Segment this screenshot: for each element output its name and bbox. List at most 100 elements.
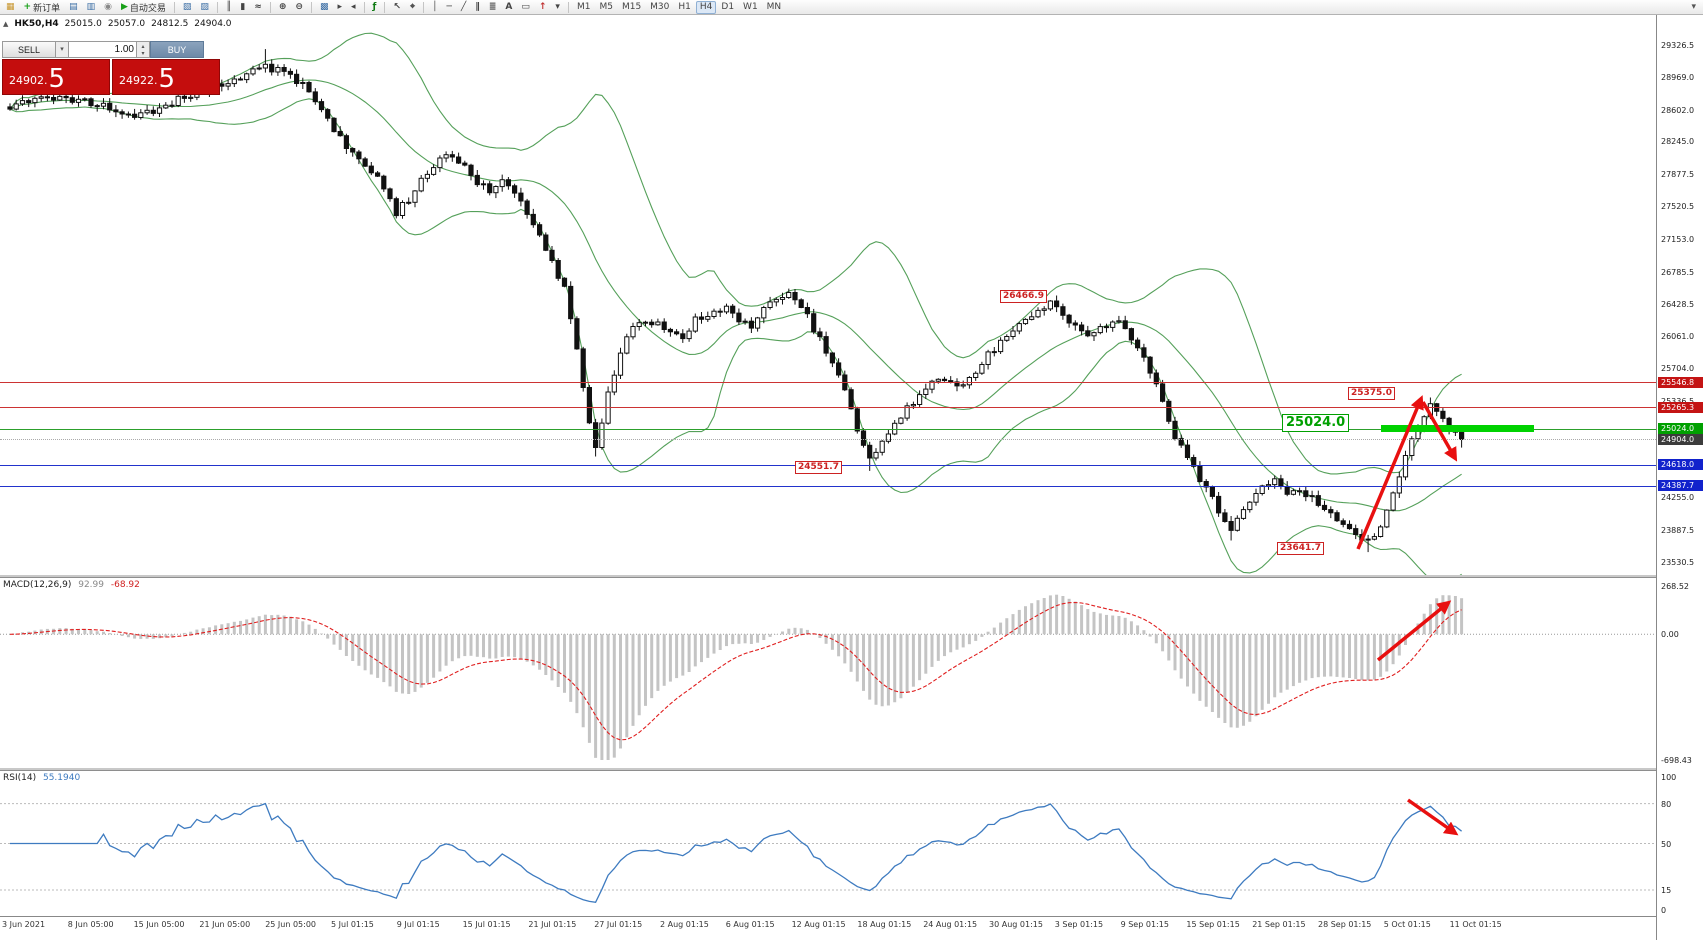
candle-body (75, 98, 82, 103)
timeframe-h4-button[interactable]: H4 (695, 0, 717, 14)
candle-body (736, 312, 742, 323)
price-callout-label[interactable]: 23641.7 (1277, 542, 1324, 556)
buy-button[interactable]: BUY (150, 41, 204, 58)
candle-body (512, 185, 518, 194)
equidistant-channel-icon[interactable]: ∥ (471, 1, 484, 14)
macd-name: MACD(12,26,9) (3, 580, 72, 590)
auto-scroll-icon[interactable]: ▸ (333, 1, 346, 14)
pane-separator[interactable] (0, 575, 1703, 578)
indicators-icon[interactable]: ƒ (369, 1, 381, 14)
text-label-icon[interactable]: ▭ (517, 1, 534, 14)
timeframe-h1-button[interactable]: H1 (674, 1, 695, 14)
timeframe-w1-button[interactable]: W1 (739, 1, 762, 14)
candle-body (362, 158, 368, 167)
layouts-icon[interactable]: ▧ (179, 1, 196, 14)
volume-dropdown-icon[interactable]: ▾ (56, 41, 69, 58)
price-callout-label[interactable]: 24551.7 (795, 460, 842, 474)
resistance-line-25546[interactable] (0, 382, 1656, 384)
autotrading-button[interactable]: ▶ 自动交易 (117, 1, 170, 14)
pane-separator[interactable] (0, 768, 1703, 771)
price-callout-label[interactable]: 26466.9 (1000, 290, 1047, 304)
main-chart-pane[interactable]: 26466.9 25375.0 25024.0 24551.7 23641.7 ▲ HK… (0, 15, 1656, 575)
toolbar-overflow-icon[interactable]: ▾ (1687, 1, 1700, 14)
pivot-line-25024[interactable] (0, 428, 1656, 430)
arrow-objects-icon[interactable]: ↑ (535, 1, 551, 14)
auto-scroll-icon-glyph: ▸ (337, 1, 342, 12)
bar-chart-type-icon[interactable]: ║ (222, 1, 235, 14)
pivot-line-25024-badge: 25024.0 (1658, 423, 1703, 435)
candle-chart-type-icon[interactable]: ▮ (236, 1, 249, 14)
profiles-icon[interactable]: ▨ (196, 1, 213, 14)
time-axis[interactable]: 3 Jun 2021 8 Jun 05:00 15 Jun 05:00 21 Jun … (0, 916, 1656, 940)
candle-body (499, 179, 505, 188)
candle-body (923, 388, 929, 396)
candle-body (1234, 517, 1240, 531)
rsi-indicator-pane[interactable]: RSI(14) 55.1940 (0, 771, 1656, 916)
candle-body (449, 154, 455, 158)
new-order-button[interactable]: + 新订单 (20, 1, 65, 14)
volume-input[interactable] (69, 41, 137, 58)
candle-body (555, 260, 561, 279)
zoom-out-icon-glyph: ⊖ (295, 1, 303, 12)
resistance-line-25265[interactable] (0, 407, 1656, 409)
zoom-out-icon[interactable]: ⊖ (291, 1, 307, 14)
volume-spinner[interactable]: ▴ ▾ (137, 41, 150, 58)
macd-axis-label: 0.00 (1661, 630, 1679, 640)
price-axis[interactable]: 25546.8 25265.3 25024.0 24904.0 24618.0 24387… (1656, 15, 1703, 940)
chart-window-icon[interactable]: ▤ (65, 1, 82, 14)
candle-body (611, 374, 617, 393)
chart-shift-icon[interactable]: ◂ (347, 1, 360, 14)
candle-body (867, 444, 873, 459)
buy-price-panel[interactable]: 24922. 5 (112, 59, 220, 95)
macd-indicator-pane[interactable]: MACD(12,26,9) 92.99 -68.92 (0, 578, 1656, 768)
candle-body (412, 190, 418, 203)
vertical-line-icon[interactable]: │ (428, 1, 441, 14)
timeframe-d1-button[interactable]: D1 (717, 1, 738, 14)
line-chart-type-icon[interactable]: ≈ (250, 1, 266, 14)
candle-body (94, 105, 100, 108)
price-callout-label[interactable]: 25375.0 (1348, 387, 1395, 401)
candle-body (250, 68, 256, 75)
crosshair-icon[interactable]: ⌖ (406, 1, 419, 14)
timeframe-m1-button[interactable]: M1 (573, 1, 595, 14)
candle-body (636, 322, 642, 328)
candle-body (674, 331, 680, 335)
new-chart-icon[interactable]: ▦ (2, 1, 19, 14)
zoom-in-icon[interactable]: ⊕ (275, 1, 291, 14)
candle-chart-type-icon-glyph: ▮ (240, 1, 246, 12)
support-line-24387[interactable] (0, 485, 1656, 487)
horizontal-line-icon[interactable]: ─ (443, 1, 456, 14)
timeframe-m30-button[interactable]: M30 (646, 1, 673, 14)
candle-body (300, 82, 306, 84)
spinner-down-icon[interactable]: ▾ (141, 49, 145, 57)
objects-dropdown-icon[interactable]: ▾ (551, 1, 564, 14)
trade-widget-prices: 24902. 5 24922. 5 (2, 59, 220, 95)
candle-body (1321, 504, 1328, 510)
toolbar-separator (269, 1, 271, 13)
collapse-panel-icon[interactable]: ▲ (3, 20, 9, 28)
spinner-up-icon[interactable]: ▴ (141, 42, 145, 50)
sell-button[interactable]: SELL (2, 41, 56, 58)
sell-price-panel[interactable]: 24902. 5 (2, 59, 110, 95)
timeframe-mn-button[interactable]: MN (763, 1, 786, 14)
trendline-icon[interactable]: ╱ (457, 1, 470, 14)
candle-body (100, 102, 107, 107)
tile-windows-icon[interactable]: ▩ (316, 1, 333, 14)
cursor-icon[interactable]: ↖ (389, 1, 405, 14)
candle-body (854, 408, 860, 432)
candle-body (7, 106, 13, 110)
text-icon[interactable]: A (501, 1, 516, 14)
alert-icon[interactable]: ◉ (100, 1, 116, 14)
data-window-icon[interactable]: ▥ (83, 1, 100, 14)
chart-shift-icon-glyph: ◂ (351, 1, 356, 12)
resistance-highlight-bar[interactable] (1381, 425, 1534, 433)
timeframe-m15-button[interactable]: M15 (618, 1, 645, 14)
candle-body (1110, 321, 1116, 328)
timeframe-m5-button[interactable]: M5 (595, 1, 617, 14)
current-price-line[interactable] (0, 439, 1656, 441)
candle-body (599, 422, 605, 449)
new-chart-icon-glyph: ▦ (6, 1, 15, 12)
price-callout-label[interactable]: 25024.0 (1282, 413, 1350, 432)
fibonacci-icon[interactable]: ≣ (485, 1, 501, 14)
bollinger-middle-band (9, 79, 1462, 512)
